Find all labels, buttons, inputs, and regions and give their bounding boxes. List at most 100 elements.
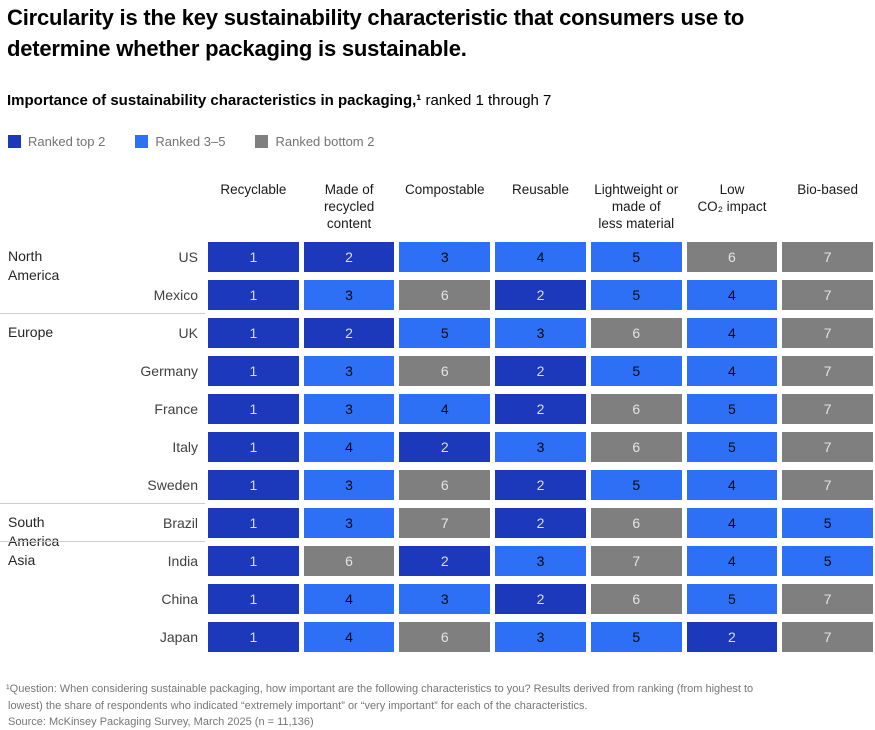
- rank-cell: 6: [399, 622, 491, 652]
- rank-cell: 5: [686, 432, 778, 462]
- row-labels: Sweden: [0, 470, 208, 500]
- rank-cell: 4: [303, 432, 395, 462]
- table-row: Germany 1 3 6 2 5 4 7: [0, 356, 875, 386]
- region-label: South America: [8, 514, 60, 549]
- rank-cell: 3: [303, 356, 395, 386]
- table-row: France 1 3 4 2 6 5 7: [0, 394, 875, 424]
- rank-cell: 1: [208, 622, 299, 652]
- rank-cell: 6: [590, 318, 682, 348]
- rank-cell: 7: [782, 280, 874, 310]
- rank-cell: 3: [303, 470, 395, 500]
- country-label: US: [178, 249, 198, 265]
- region-label: [0, 622, 104, 652]
- rank-cell: 4: [686, 546, 778, 576]
- legend: Ranked top 2 Ranked 3–5 Ranked bottom 2: [8, 134, 374, 149]
- rank-cell: 2: [303, 242, 395, 272]
- region-label: [0, 584, 104, 614]
- footnote-line: ¹Question: When considering sustainable …: [6, 683, 754, 695]
- legend-swatch-icon: [8, 135, 21, 148]
- rank-cell: 5: [782, 508, 874, 538]
- row-labels: China: [0, 584, 208, 614]
- rank-cell: 5: [782, 546, 874, 576]
- rank-cell: 5: [590, 622, 682, 652]
- column-header: Reusable: [511, 182, 570, 197]
- rank-cell: 1: [208, 432, 299, 462]
- rank-cell: 5: [686, 394, 778, 424]
- rank-cell: 7: [782, 470, 874, 500]
- rank-cell: 5: [686, 584, 778, 614]
- row-labels: Europe UK: [0, 318, 208, 348]
- row-labels: Mexico: [0, 280, 208, 310]
- rank-cell: 3: [495, 318, 586, 348]
- table-row: Europe UK 1 2 5 3 6 4 7: [0, 313, 875, 348]
- footnote-line: Source: McKinsey Packaging Survey, March…: [8, 716, 314, 728]
- rank-cell: 4: [686, 356, 778, 386]
- chart-subtitle-rest: ranked 1 through 7: [421, 92, 552, 109]
- region-label: [0, 394, 104, 424]
- rank-cell: 4: [303, 584, 395, 614]
- country-label: Italy: [172, 439, 198, 455]
- rank-cell: 5: [590, 242, 682, 272]
- table-row: Asia India 1 6 2 3 7 4 5: [0, 541, 875, 576]
- row-labels: North America US: [0, 242, 208, 283]
- region-label: North America: [8, 248, 60, 283]
- rank-cell: 4: [495, 242, 586, 272]
- rank-cell: 1: [208, 356, 299, 386]
- rank-cell: 7: [782, 318, 874, 348]
- rank-cell: 6: [590, 508, 682, 538]
- rank-cell: 6: [686, 242, 778, 272]
- rank-cell: 3: [303, 280, 395, 310]
- region-label: Asia: [8, 552, 36, 568]
- rank-cell: 6: [590, 394, 682, 424]
- rank-cell: 2: [495, 280, 586, 310]
- country-label: India: [167, 553, 198, 569]
- table-row: Mexico 1 3 6 2 5 4 7: [0, 280, 875, 310]
- country-label: China: [161, 591, 198, 607]
- rank-cell: 7: [782, 394, 874, 424]
- group-divider: [0, 503, 205, 504]
- table-row: South America Brazil 1 3 7 2 6 4 5: [0, 503, 875, 549]
- rank-cell: 1: [208, 470, 299, 500]
- column-headers: Recyclable Made of recycled content Composta…: [208, 181, 873, 232]
- rank-cell: 1: [208, 394, 299, 424]
- column-header: Recyclable: [220, 182, 287, 197]
- chart-subtitle-bold: Importance of sustainability characteris…: [7, 92, 422, 109]
- rank-cell: 6: [399, 280, 491, 310]
- table-body: North America US 1 2 3 4 5 6 7 Mexico 1 3 6 2 5 4 7 Europ…: [0, 242, 875, 652]
- rank-cell: 1: [208, 508, 299, 538]
- rank-cell: 3: [495, 622, 586, 652]
- group-divider: [0, 313, 205, 314]
- rank-cell: 2: [399, 546, 491, 576]
- table-row: China 1 4 3 2 6 5 7: [0, 584, 875, 614]
- country-label: Brazil: [162, 515, 198, 531]
- legend-item-ranked-top-2: Ranked top 2: [8, 134, 105, 149]
- rank-cell: 2: [686, 622, 778, 652]
- rank-cell: 2: [303, 318, 395, 348]
- country-label: Sweden: [147, 477, 198, 493]
- legend-label: Ranked 3–5: [155, 134, 226, 149]
- region-label: [0, 432, 104, 462]
- rank-cell: 5: [590, 356, 682, 386]
- footnote: ¹Question: When considering sustainable …: [6, 681, 868, 730]
- column-header-row: Recyclable Made of recycled content Composta…: [0, 180, 875, 242]
- group-divider: [0, 541, 205, 542]
- rank-cell: 4: [686, 470, 778, 500]
- row-labels: Italy: [0, 432, 208, 462]
- rank-cell: 2: [399, 432, 491, 462]
- rank-cell: 3: [495, 432, 586, 462]
- footnote-line: lowest) the share of respondents who ind…: [8, 699, 588, 712]
- page-title: Circularity is the key sustainability ch…: [7, 5, 745, 61]
- rank-cell: 4: [686, 280, 778, 310]
- rank-cell: 3: [303, 394, 395, 424]
- legend-item-ranked-bottom-2: Ranked bottom 2: [255, 134, 374, 149]
- legend-label: Ranked bottom 2: [275, 134, 375, 149]
- rank-cell: 4: [399, 394, 491, 424]
- country-label: Mexico: [153, 287, 198, 303]
